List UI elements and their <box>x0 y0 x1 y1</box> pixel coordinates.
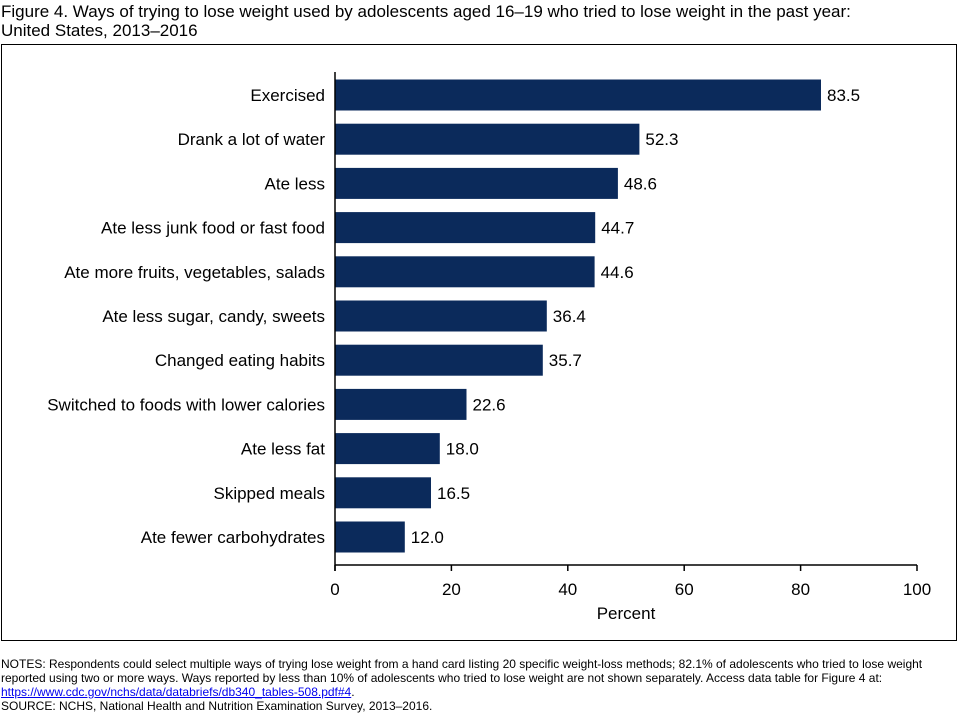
data-label: 44.6 <box>601 263 634 282</box>
category-label: Ate more fruits, vegetables, salads <box>64 263 325 282</box>
x-tick-label: 60 <box>675 580 694 599</box>
x-tick-label: 20 <box>442 580 461 599</box>
x-tick-label: 40 <box>558 580 577 599</box>
chart-frame <box>1 44 957 641</box>
x-tick-label: 100 <box>903 580 931 599</box>
x-tick-label: 80 <box>791 580 810 599</box>
data-label: 48.6 <box>624 174 657 193</box>
category-label: Drank a lot of water <box>178 130 326 149</box>
category-label: Ate less sugar, candy, sweets <box>102 307 325 326</box>
category-label: Exercised <box>250 86 325 105</box>
bar <box>335 344 543 376</box>
bar <box>335 167 618 199</box>
bar <box>335 388 467 420</box>
figure-title: Figure 4. Ways of trying to lose weight … <box>1 2 951 40</box>
x-axis-title: Percent <box>597 604 656 623</box>
data-label: 44.7 <box>601 219 634 238</box>
bar <box>335 477 431 509</box>
category-label: Ate less <box>265 174 325 193</box>
bar <box>335 300 547 332</box>
data-table-link[interactable]: https://www.cdc.gov/nchs/data/databriefs… <box>1 685 352 699</box>
data-label: 35.7 <box>549 351 582 370</box>
category-label: Ate less junk food or fast food <box>101 219 325 238</box>
bar <box>335 521 405 553</box>
category-label: Changed eating habits <box>155 351 325 370</box>
category-label: Switched to foods with lower calories <box>47 395 325 414</box>
bar <box>335 256 595 288</box>
data-label: 36.4 <box>553 307 586 326</box>
bar <box>335 212 596 244</box>
figure-title-line-2: United States, 2013–2016 <box>1 21 198 40</box>
data-label: 12.0 <box>411 528 444 547</box>
data-label: 22.6 <box>473 395 506 414</box>
bar <box>335 79 821 111</box>
x-tick-label: 0 <box>330 580 339 599</box>
notes-text: NOTES: Respondents could select multiple… <box>1 657 923 685</box>
data-label: 83.5 <box>827 86 860 105</box>
category-label: Ate less fat <box>241 440 325 459</box>
figure-notes: NOTES: Respondents could select multiple… <box>1 657 957 713</box>
category-label: Ate fewer carbohydrates <box>141 528 325 547</box>
data-label: 16.5 <box>437 484 470 503</box>
data-label: 52.3 <box>645 130 678 149</box>
data-label: 18.0 <box>446 440 479 459</box>
notes-end: . <box>351 685 355 699</box>
bar <box>335 123 640 155</box>
bar <box>335 433 440 465</box>
source-text: SOURCE: NCHS, National Health and Nutrit… <box>1 699 433 713</box>
figure-title-line-1: Figure 4. Ways of trying to lose weight … <box>1 2 851 21</box>
category-label: Skipped meals <box>213 484 325 503</box>
